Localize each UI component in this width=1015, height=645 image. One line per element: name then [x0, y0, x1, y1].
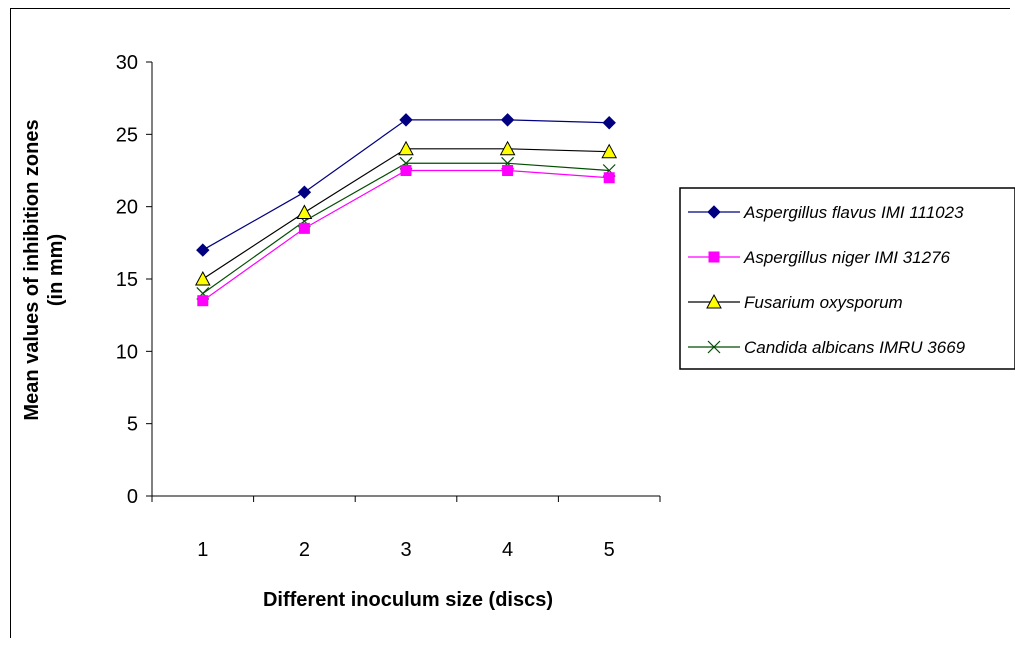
marker-stroke — [707, 340, 721, 354]
data-point — [602, 116, 616, 130]
y-tick-label: 0 — [127, 486, 138, 508]
legend-label: Candida albicans IMRU 3669 — [744, 338, 966, 357]
data-point — [601, 143, 618, 159]
x-tick-label: 1 — [197, 539, 208, 561]
x-tick-label: 3 — [400, 539, 411, 561]
series-1 — [196, 113, 616, 257]
legend-item-4: Candida albicans IMRU 3669 — [688, 338, 966, 357]
legend-box — [679, 187, 1015, 370]
legend-marker — [708, 251, 720, 263]
legend-label: Aspergillus flavus IMI 111023 — [743, 203, 964, 222]
series-2 — [197, 165, 615, 307]
legend-label: Fusarium oxysporum — [744, 293, 903, 312]
y-axis-title-line2: (in mm) — [45, 234, 67, 306]
y-tick-label: 15 — [116, 269, 138, 291]
legend: Aspergillus flavus IMI 111023 Aspergillus… — [679, 187, 1015, 370]
legend-item-3: Fusarium oxysporum — [688, 293, 903, 312]
series-line — [202, 169, 610, 302]
data-point — [197, 295, 209, 307]
data-point — [399, 113, 413, 127]
legend-marker — [707, 340, 721, 354]
legend-item-1: Aspergillus flavus IMI 111023 — [688, 203, 964, 222]
data-point — [400, 165, 412, 176]
legend-label: Aspergillus niger IMI 31276 — [743, 248, 951, 267]
x-axis-title: Different inoculum size (discs) — [263, 589, 553, 611]
y-tick-label: 10 — [116, 341, 138, 363]
series-layer — [194, 113, 618, 307]
data-point — [500, 113, 515, 127]
legend-item-2: Aspergillus niger IMI 31276 — [688, 248, 951, 267]
x-tick-label: 2 — [299, 539, 310, 561]
y-tick-label: 20 — [116, 197, 138, 219]
axes: 0 5 10 15 20 25 30 1 2 3 4 5 — [116, 52, 661, 561]
data-point — [603, 172, 615, 184]
series-line — [202, 162, 610, 294]
series-4 — [196, 156, 616, 300]
series-line — [202, 119, 610, 251]
legend-marker — [706, 293, 722, 309]
data-point — [499, 140, 516, 156]
data-point — [296, 204, 313, 219]
y-tick-label: 25 — [116, 124, 138, 146]
y-tick-label: 30 — [116, 52, 138, 74]
y-axis-title-line1: Mean values of inhibition zones — [21, 119, 43, 420]
x-tick-label: 4 — [502, 539, 513, 561]
data-point — [297, 185, 312, 199]
data-point — [502, 165, 514, 176]
y-tick-label: 5 — [127, 414, 138, 436]
legend-marker — [707, 205, 721, 219]
data-point — [298, 222, 310, 234]
series-3 — [194, 140, 618, 286]
x-tick-label: 5 — [604, 539, 615, 561]
data-point — [196, 243, 210, 257]
data-point — [398, 140, 414, 156]
data-point — [194, 270, 211, 286]
